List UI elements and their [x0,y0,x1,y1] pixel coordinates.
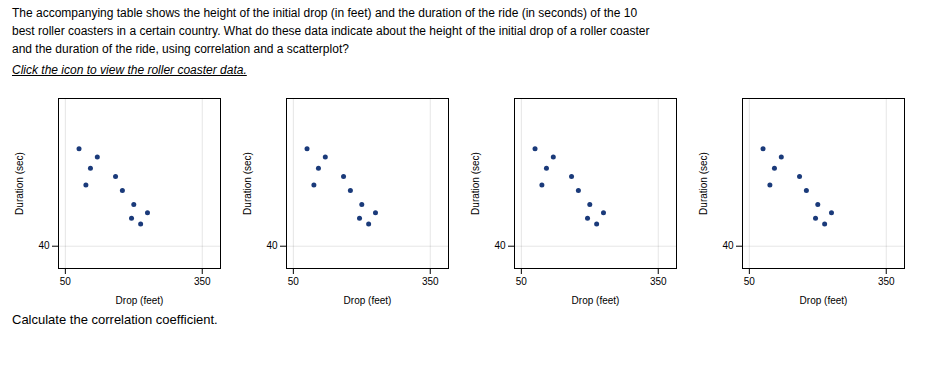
svg-text:Duration (sec): Duration (sec) [698,152,709,215]
svg-text:Drop (feet): Drop (feet) [572,295,620,306]
svg-text:Drop (feet): Drop (feet) [344,295,392,306]
svg-text:350: 350 [878,276,895,287]
html-text:and the duration of the ride,: and the duration of the ride, using corr… [12,42,349,56]
html-text:best roller coasters in a cert: best roller coasters in a certain countr… [12,24,650,38]
svg-text:350: 350 [194,276,211,287]
svg-text:350: 350 [650,276,667,287]
svg-text:40: 40 [266,240,278,251]
svg-text:350: 350 [422,276,439,287]
svg-text:50: 50 [60,276,72,287]
svg-text:50: 50 [516,276,528,287]
svg-text:Drop (feet): Drop (feet) [800,295,848,306]
svg-text:50: 50 [288,276,300,287]
html-text:Click the icon to view the rol: Click the icon to view the roller coaste… [12,63,247,77]
svg-text:Duration (sec): Duration (sec) [242,152,253,215]
html-text:Calculate the correlation coef: Calculate the correlation coefficient. [12,312,218,327]
svg-text:40: 40 [38,240,50,251]
svg-text:40: 40 [722,240,734,251]
svg-text:40: 40 [494,240,506,251]
svg-text:Drop (feet): Drop (feet) [116,295,164,306]
svg-text:50: 50 [744,276,756,287]
svg-text:Duration (sec): Duration (sec) [470,152,481,215]
svg-text:Duration (sec): Duration (sec) [14,152,25,215]
html-text:The accompanying table shows t: The accompanying table shows the height … [12,6,638,20]
